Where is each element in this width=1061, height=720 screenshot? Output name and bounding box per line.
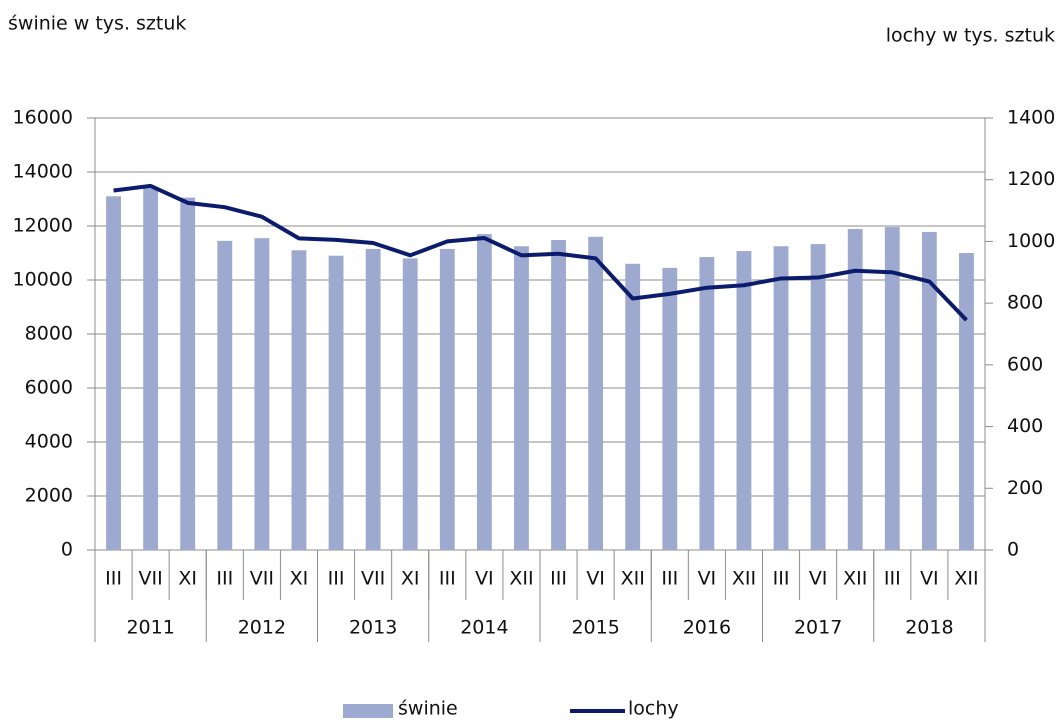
y-axis-label: świnie w tys. sztuk [8, 13, 186, 35]
y-tick-label: 4000 [25, 431, 73, 453]
bar [365, 248, 381, 550]
y2-tick-label: 1200 [1007, 168, 1055, 190]
x-tick-label: VII [250, 568, 274, 590]
legend-label: świnie [398, 698, 458, 720]
bar [736, 251, 752, 551]
y-tick-label: 0 [61, 539, 73, 561]
y-tick-label: 2000 [25, 485, 73, 507]
bar [847, 228, 863, 550]
x-group-label: 2011 [126, 617, 174, 639]
bar [810, 244, 826, 550]
x-tick-label: XII [843, 568, 867, 590]
x-tick-label: III [773, 568, 790, 590]
x-group-label: 2012 [238, 617, 286, 639]
bar [625, 263, 641, 550]
x-tick-label: VI [809, 568, 828, 590]
bar [551, 240, 566, 551]
y-tick-label: 16000 [13, 107, 73, 129]
y2-tick-label: 1400 [1007, 107, 1055, 129]
x-tick-label: XII [954, 568, 978, 590]
bar [402, 258, 418, 550]
legend-label: lochy [628, 698, 679, 720]
x-group-label: 2016 [683, 617, 731, 639]
x-tick-label: VI [920, 568, 939, 590]
x-tick-label: XII [509, 568, 533, 590]
bar [439, 248, 455, 550]
x-tick-label: III [550, 568, 567, 590]
x-tick-label: VII [361, 568, 385, 590]
x-tick-label: VI [698, 568, 717, 590]
bar [254, 238, 270, 550]
bar [921, 231, 937, 550]
bar [699, 257, 715, 550]
y2-tick-label: 800 [1007, 292, 1043, 314]
legend-swatch [343, 704, 393, 718]
x-tick-label: XII [621, 568, 645, 590]
y-tick-label: 8000 [25, 323, 73, 345]
x-group-label: 2015 [571, 617, 619, 639]
x-tick-label: III [884, 568, 901, 590]
y-tick-label: 14000 [13, 161, 73, 183]
y2-tick-label: 400 [1007, 415, 1043, 437]
y-tick-label: 12000 [13, 215, 73, 237]
y2-tick-label: 600 [1007, 353, 1043, 375]
bar [959, 253, 974, 550]
y2-tick-label: 0 [1007, 539, 1019, 561]
bar [662, 267, 678, 550]
x-tick-label: XI [401, 568, 420, 590]
bar [514, 246, 529, 550]
bar [180, 197, 196, 550]
x-group-label: 2018 [905, 617, 953, 639]
x-tick-label: III [439, 568, 456, 590]
bar [217, 240, 233, 550]
bar [884, 227, 900, 550]
x-tick-label: XII [732, 568, 756, 590]
line [113, 183, 968, 322]
x-tick-label: VI [586, 568, 605, 590]
bar [328, 255, 344, 550]
x-tick-label: VI [475, 568, 494, 590]
x-tick-label: III [328, 568, 345, 590]
y2-tick-label: 200 [1007, 477, 1043, 499]
bar [773, 246, 789, 550]
bar [143, 188, 159, 550]
y-tick-label: 6000 [25, 377, 73, 399]
bar [476, 234, 492, 550]
x-tick-label: XI [290, 568, 309, 590]
bar [291, 250, 307, 551]
y-tick-label: 10000 [13, 269, 73, 291]
x-group-label: 2013 [349, 617, 397, 639]
x-tick-label: XI [178, 568, 197, 590]
x-tick-label: VII [139, 568, 163, 590]
x-tick-label: III [661, 568, 678, 590]
y2-tick-label: 1000 [1007, 230, 1055, 252]
x-group-label: 2014 [460, 617, 508, 639]
bar [106, 196, 121, 551]
x-group-label: 2017 [794, 617, 842, 639]
x-tick-label: III [105, 568, 122, 590]
bar [588, 236, 604, 551]
x-tick-label: III [216, 568, 233, 590]
y2-axis-label: lochy w tys. sztuk [886, 25, 1055, 47]
